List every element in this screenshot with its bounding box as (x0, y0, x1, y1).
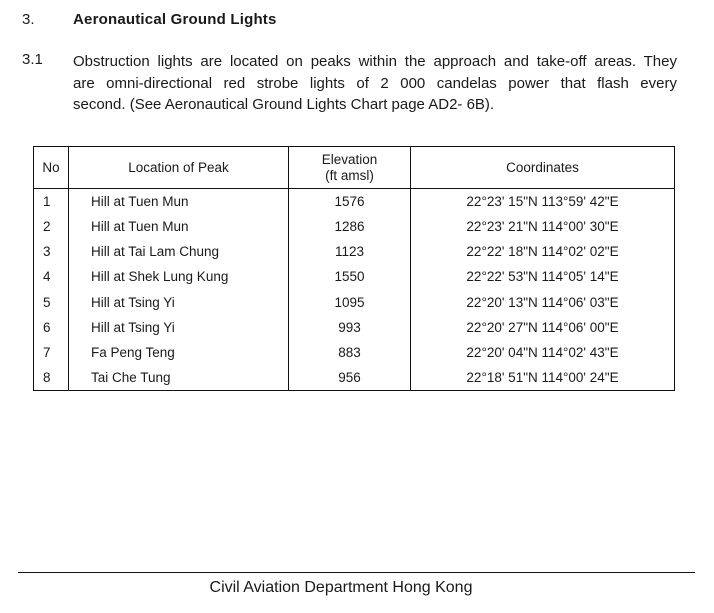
paragraph-line: Obstruction lights are located on peaks … (73, 53, 677, 70)
cell-no: 4 (33, 264, 69, 290)
footer-text: Civil Aviation Department Hong Kong (209, 579, 473, 596)
cell-coordinates: 22°20' 27"N 114°06' 00"E (410, 314, 675, 340)
table-row: 4 Hill at Shek Lung Kung 1550 22°22' 53"… (33, 264, 675, 290)
header-location: Location of Peak (68, 146, 289, 189)
footer-divider (18, 572, 695, 573)
cell-elevation: 1123 (288, 239, 411, 265)
paragraph-line: second. (See Aeronautical Ground Lights … (73, 96, 495, 113)
cell-elevation: 1576 (288, 188, 411, 214)
table-row: 7 Fa Peng Teng 883 22°20' 04"N 114°02' 4… (33, 340, 675, 366)
section-heading: 3. Aeronautical Ground Lights (22, 11, 277, 28)
cell-coordinates: 22°22' 18"N 114°02' 02"E (410, 239, 675, 265)
table-row: 8 Tai Che Tung 956 22°18' 51"N 114°00' 2… (33, 365, 675, 392)
table-row: 3 Hill at Tai Lam Chung 1123 22°22' 18"N… (33, 239, 675, 265)
cell-no: 6 (33, 314, 69, 340)
cell-coordinates: 22°20' 13"N 114°06' 03"E (410, 289, 675, 315)
paragraph-body: Obstruction lights are located on peaks … (73, 51, 677, 116)
cell-elevation: 1095 (288, 289, 411, 315)
header-elevation-line1: Elevation (321, 151, 378, 167)
cell-no: 2 (33, 213, 69, 239)
cell-location: Hill at Tsing Yi (68, 314, 289, 340)
header-elevation-line2: (ft amsl) (325, 167, 374, 183)
section-title: Aeronautical Ground Lights (73, 11, 277, 28)
header-elevation: Elevation (ft amsl) (288, 146, 411, 189)
cell-elevation: 1550 (288, 264, 411, 290)
header-coordinates: Coordinates (410, 146, 675, 189)
obstruction-lights-table: No Location of Peak Elevation (ft amsl) … (33, 146, 675, 392)
cell-location: Hill at Shek Lung Kung (68, 264, 289, 290)
cell-location: Fa Peng Teng (68, 340, 289, 366)
cell-location: Hill at Tsing Yi (68, 289, 289, 315)
table-row: 5 Hill at Tsing Yi 1095 22°20' 13"N 114°… (33, 289, 675, 315)
cell-location: Tai Che Tung (68, 365, 289, 392)
cell-coordinates: 22°18' 51"N 114°00' 24"E (410, 365, 675, 392)
cell-no: 3 (33, 239, 69, 265)
cell-elevation: 956 (288, 365, 411, 392)
cell-location: Hill at Tuen Mun (68, 188, 289, 214)
header-no: No (33, 146, 69, 189)
cell-no: 5 (33, 289, 69, 315)
section-number: 3. (22, 11, 35, 28)
cell-coordinates: 22°22' 53"N 114°05' 14"E (410, 264, 675, 290)
paragraph-line: are omni-directional red strobe lights o… (73, 74, 677, 92)
paragraph-3-1: 3.1 Obstruction lights are located on pe… (22, 51, 677, 116)
cell-coordinates: 22°23' 21"N 114°00' 30"E (410, 213, 675, 239)
cell-coordinates: 22°23' 15"N 113°59' 42"E (410, 188, 675, 214)
cell-elevation: 883 (288, 340, 411, 366)
table-header-row: No Location of Peak Elevation (ft amsl) … (33, 146, 675, 189)
table-row: 1 Hill at Tuen Mun 1576 22°23' 15"N 113°… (33, 188, 675, 214)
cell-location: Hill at Tuen Mun (68, 213, 289, 239)
cell-no: 8 (33, 365, 69, 392)
table-row: 2 Hill at Tuen Mun 1286 22°23' 21"N 114°… (33, 213, 675, 239)
cell-elevation: 993 (288, 314, 411, 340)
cell-no: 1 (33, 188, 69, 214)
cell-coordinates: 22°20' 04"N 114°02' 43"E (410, 340, 675, 366)
paragraph-number: 3.1 (22, 51, 43, 68)
cell-no: 7 (33, 340, 69, 366)
table-row: 6 Hill at Tsing Yi 993 22°20' 27"N 114°0… (33, 314, 675, 340)
cell-location: Hill at Tai Lam Chung (68, 239, 289, 265)
cell-elevation: 1286 (288, 213, 411, 239)
